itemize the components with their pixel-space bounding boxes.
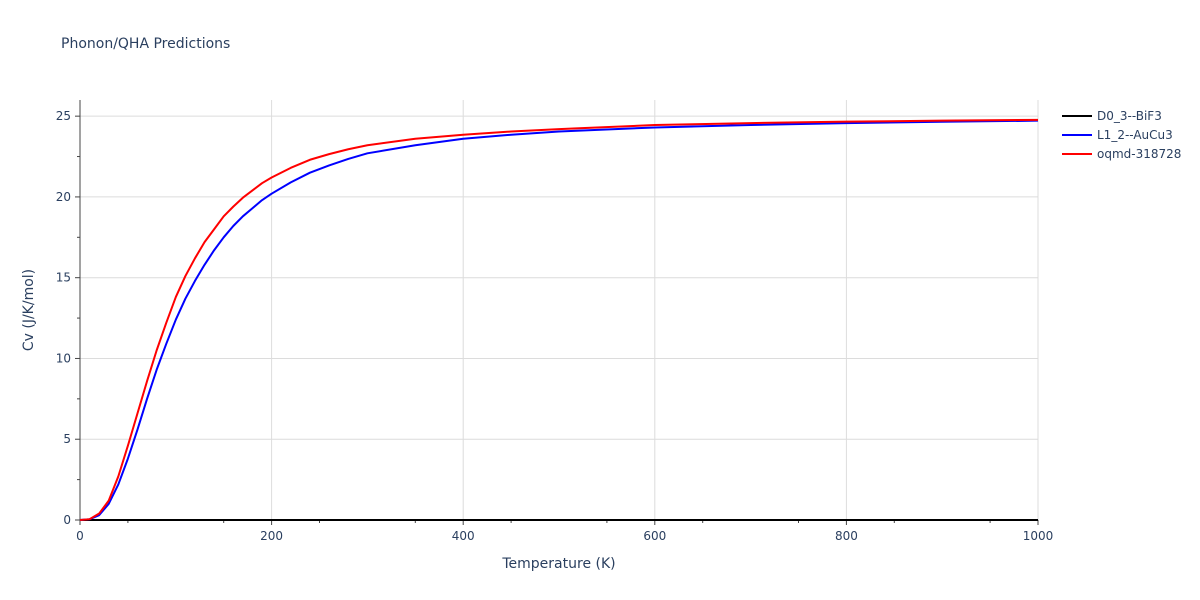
legend-swatch <box>1062 152 1092 155</box>
legend-item[interactable]: oqmd-318728 <box>1062 144 1181 163</box>
y-tick-label: 10 <box>56 351 71 365</box>
legend: D0_3--BiF3 L1_2--AuCu3 oqmd-318728 <box>1062 106 1181 163</box>
series-line-l1-2-aucu3[interactable] <box>79 119 1039 521</box>
y-axis-title: Cv (J/K/mol) <box>21 269 37 351</box>
grid-layer <box>80 100 1039 520</box>
legend-item[interactable]: L1_2--AuCu3 <box>1062 125 1181 144</box>
legend-label: oqmd-318728 <box>1097 146 1182 161</box>
x-tick-label: 800 <box>835 529 858 543</box>
y-tick-label: 5 <box>63 432 71 446</box>
y-tick-label: 0 <box>63 513 71 527</box>
y-tick-label: 15 <box>56 271 71 285</box>
legend-label: L1_2--AuCu3 <box>1097 127 1173 142</box>
x-tick-label: 1000 <box>1023 529 1054 543</box>
axis-layer: 0 200 400 600 800 1000 0 5 10 15 20 25 <box>56 100 1054 543</box>
legend-swatch <box>1062 114 1092 117</box>
y-tick-label: 20 <box>56 190 71 204</box>
x-tick-label: 600 <box>643 529 666 543</box>
x-tick-label: 0 <box>76 529 84 543</box>
legend-swatch <box>1062 133 1092 136</box>
series-layer <box>79 118 1039 521</box>
legend-label: D0_3--BiF3 <box>1097 108 1162 123</box>
chart-title: Phonon/QHA Predictions <box>61 36 231 52</box>
x-tick-label: 200 <box>260 529 283 543</box>
x-axis-title: Temperature (K) <box>501 556 615 572</box>
legend-item[interactable]: D0_3--BiF3 <box>1062 106 1181 125</box>
series-line-oqmd-318728[interactable] <box>79 118 1039 521</box>
x-tick-label: 400 <box>452 529 475 543</box>
y-tick-label: 25 <box>56 109 71 123</box>
